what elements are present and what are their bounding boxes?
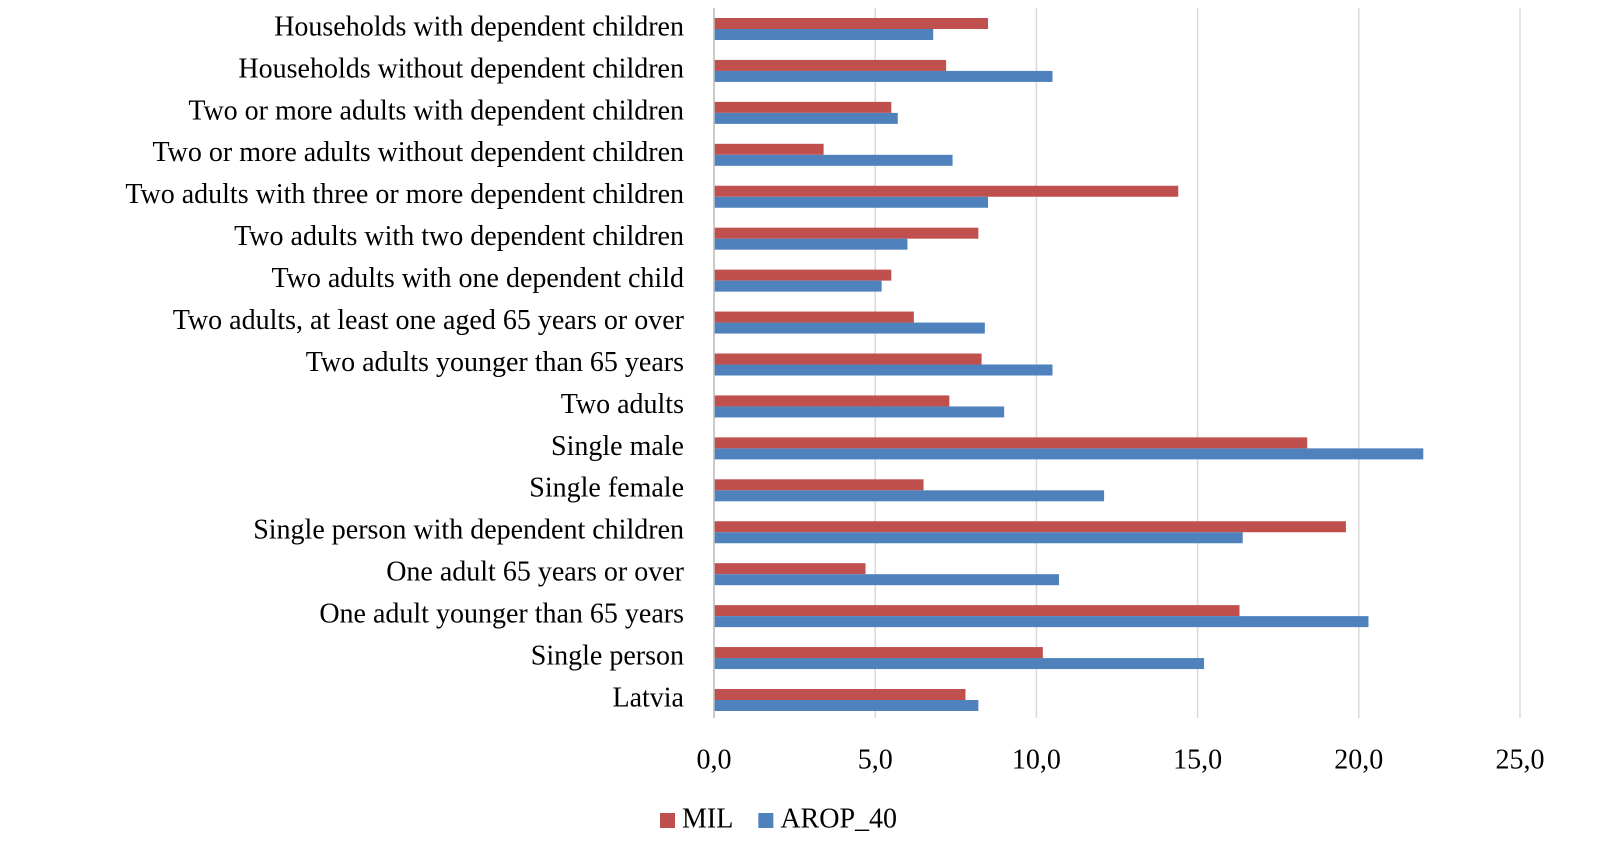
- y-tick-label: Two or more adults without dependent chi…: [153, 137, 684, 168]
- y-tick-label: Two or more adults with dependent childr…: [188, 95, 684, 126]
- bar: [714, 563, 866, 575]
- bar: [714, 616, 1369, 628]
- bar: [714, 605, 1240, 617]
- bar: [714, 395, 950, 407]
- bar: [714, 29, 934, 40]
- x-tick-label: 20,0: [1334, 744, 1383, 775]
- x-tick-label: 15,0: [1173, 744, 1222, 775]
- bar: [714, 647, 1043, 659]
- y-tick-label: One adult younger than 65 years: [319, 599, 684, 630]
- bar: [714, 227, 979, 239]
- y-tick-label: One adult 65 years or over: [386, 557, 684, 588]
- bar: [714, 322, 985, 334]
- y-tick-label: Single female: [529, 473, 684, 504]
- y-tick-label: Two adults, at least one aged 65 years o…: [173, 305, 685, 336]
- bar: [714, 532, 1243, 544]
- y-tick-label: Two adults with three or more dependent …: [125, 179, 684, 210]
- legend-label: AROP_40: [780, 803, 897, 834]
- bar: [714, 311, 914, 323]
- bar: [714, 280, 882, 292]
- bar: [714, 196, 989, 208]
- bar: [714, 18, 989, 29]
- x-tick-label: 10,0: [1012, 744, 1061, 775]
- bar: [714, 658, 1205, 670]
- bar: [714, 406, 1005, 418]
- x-tick-label: 25,0: [1496, 744, 1545, 775]
- bar: [714, 70, 1053, 82]
- legend-swatch: [758, 813, 774, 828]
- bar: [714, 101, 892, 113]
- bar: [714, 59, 947, 71]
- bar: [714, 353, 982, 365]
- y-tick-label: Single person with dependent children: [253, 515, 684, 546]
- bar: [714, 479, 924, 491]
- y-tick-label: Single person: [531, 640, 684, 671]
- bar: [714, 364, 1053, 376]
- bar: [714, 448, 1424, 460]
- bar: [714, 238, 908, 250]
- x-tick-label: 0,0: [697, 744, 732, 775]
- bar: [714, 112, 898, 124]
- bar: [714, 143, 824, 155]
- y-tick-label: Two adults younger than 65 years: [306, 347, 684, 378]
- y-tick-label: Single male: [551, 431, 684, 462]
- y-tick-label: Households with dependent children: [274, 11, 684, 42]
- bar: [714, 269, 892, 281]
- bar: [714, 574, 1059, 586]
- y-tick-label: Two adults with two dependent children: [234, 221, 684, 252]
- bar: [714, 521, 1346, 533]
- bar: [714, 154, 953, 166]
- y-tick-label: Households without dependent children: [238, 53, 684, 84]
- bar: [714, 689, 966, 700]
- legend-swatch: [660, 813, 675, 828]
- y-tick-label: Two adults: [561, 389, 684, 420]
- y-tick-label: Two adults with one dependent child: [271, 263, 684, 294]
- x-tick-label: 5,0: [858, 744, 893, 775]
- bar: [714, 490, 1105, 502]
- legend-label: MIL: [682, 803, 733, 834]
- bar: [714, 437, 1308, 449]
- bar: [714, 185, 1179, 197]
- y-tick-label: Latvia: [612, 682, 684, 713]
- bar: [714, 700, 979, 711]
